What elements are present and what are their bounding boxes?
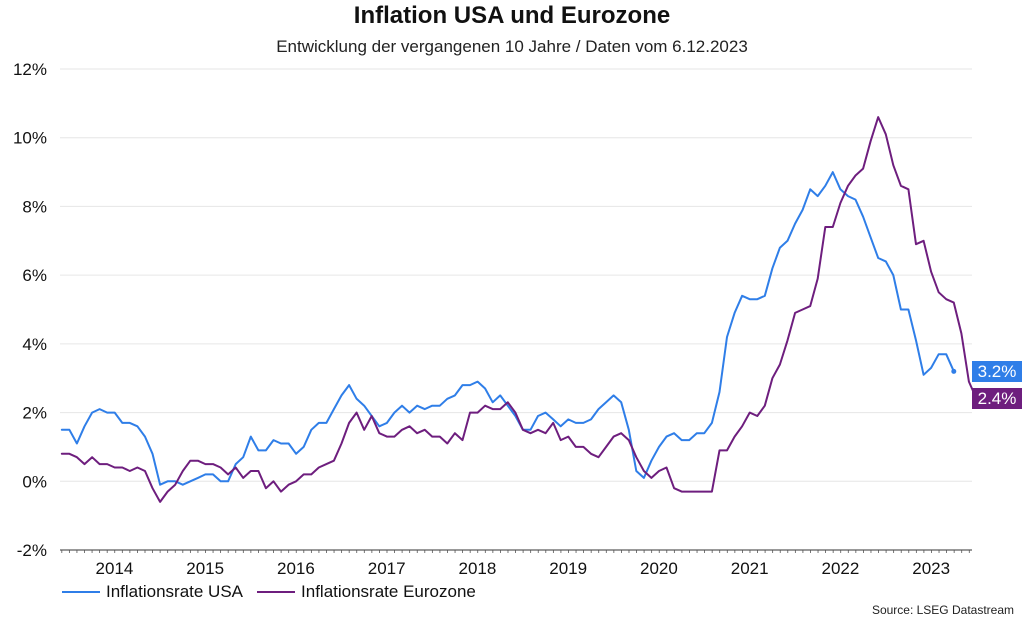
x-tick-label: 2018 [459,559,497,578]
legend-swatch-eurozone [257,591,296,593]
y-tick-label: 4% [22,335,47,354]
y-tick-label: 2% [22,404,47,423]
y-tick-label: 10% [13,129,47,148]
chart-subtitle: Entwicklung der vergangenen 10 Jahre / D… [276,37,748,56]
x-tick-label: 2022 [822,559,860,578]
series-line-usa [60,171,955,486]
legend-item-usa: Inflationsrate USA [62,582,243,602]
y-tick-label: -2% [17,541,47,560]
series-lines [60,116,979,503]
legend-swatch-usa [62,591,100,593]
x-tick-label: 2016 [277,559,315,578]
legend: Inflationsrate USA Inflationsrate Eurozo… [62,582,490,602]
source-note: Source: LSEG Datastream [871,603,1014,617]
x-tick-label: 2017 [368,559,406,578]
y-tick-label: 6% [22,266,47,285]
y-tick-label: 12% [13,60,47,79]
x-tick-label: 2020 [640,559,678,578]
axes: -2% 0% 2% 4% 6% 8% 10% 12% 2014 2015 2016 2017 2018 2… [13,60,972,578]
end-label-usa: 3.2% [972,360,1022,382]
legend-label-usa: Inflationsrate USA [106,582,244,601]
y-tick-label: 8% [22,197,47,216]
x-tick-label: 2021 [731,559,769,578]
y-tick-label: 0% [22,472,47,491]
legend-item-eurozone: Inflationsrate Eurozone [257,582,476,602]
series-end-point [951,368,957,374]
x-tick-label: 2015 [186,559,224,578]
x-tick-label: 2019 [549,559,587,578]
x-tick-label: 2023 [912,559,950,578]
series-line-eurozone [60,116,978,503]
legend-label-eurozone: Inflationsrate Eurozone [301,582,476,601]
x-tick-label: 2014 [96,559,134,578]
chart-title: Inflation USA und Eurozone [353,2,671,29]
end-label-eurozone: 2.4% [972,388,1022,410]
